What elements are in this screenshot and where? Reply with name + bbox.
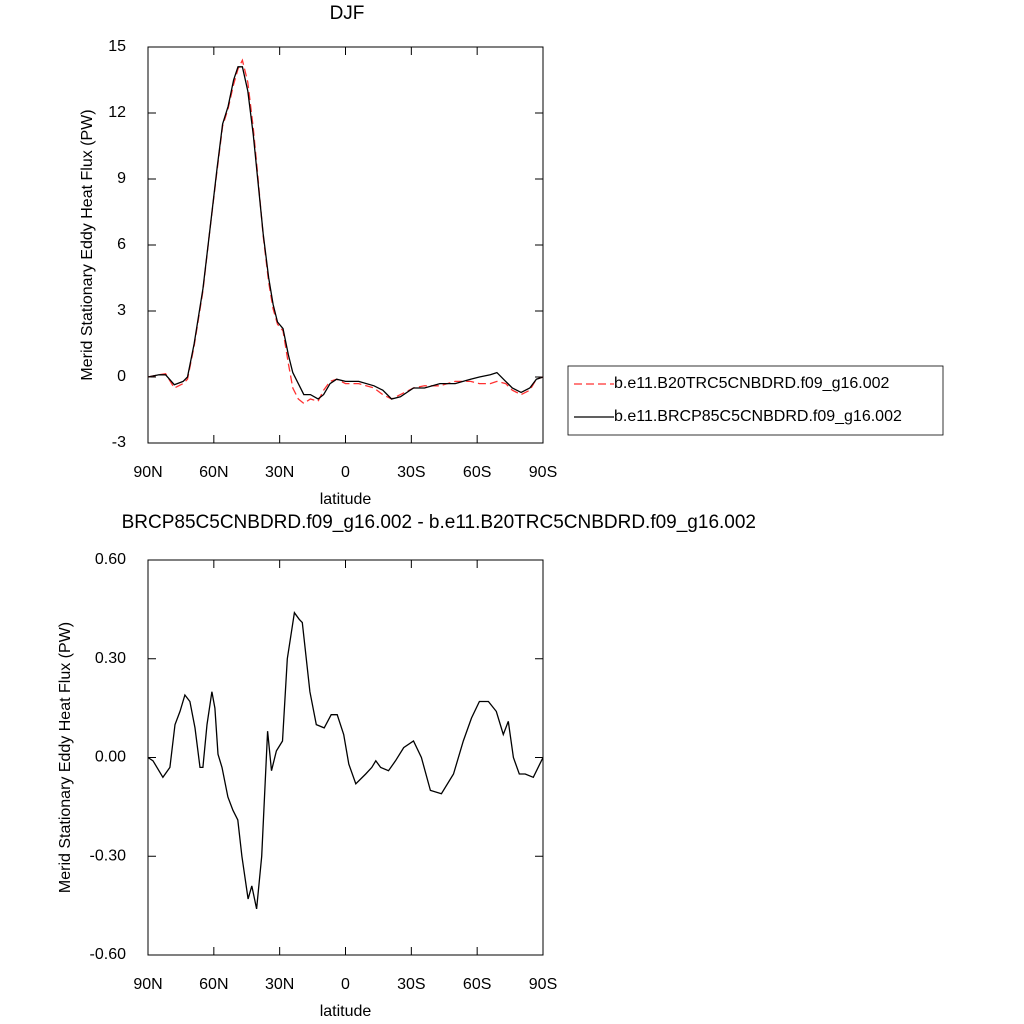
x-tick-label: 0 bbox=[341, 976, 350, 993]
chart-title: DJF bbox=[330, 3, 365, 24]
x-tick-label: 90S bbox=[529, 976, 557, 993]
plot-frame bbox=[147, 559, 544, 956]
y-tick-label: 0.60 bbox=[95, 551, 126, 568]
x-tick-label: 0 bbox=[341, 464, 350, 481]
y-tick-label: 9 bbox=[117, 170, 126, 187]
line-series bbox=[147, 611, 544, 910]
chart-title: BRCP85C5CNBDRD.f09_g16.002 - b.e11.B20TR… bbox=[122, 512, 756, 533]
y-tick-label: -0.60 bbox=[90, 946, 127, 963]
x-tick-label: 60N bbox=[199, 976, 228, 993]
x-tick-label: 30S bbox=[397, 976, 425, 993]
y-tick-label: 6 bbox=[117, 236, 126, 253]
x-tick-label: 60S bbox=[463, 976, 491, 993]
x-axis-label: latitude bbox=[320, 491, 372, 508]
y-tick-label: 0 bbox=[117, 368, 126, 385]
x-tick-label: 60N bbox=[199, 464, 228, 481]
x-axis-label: latitude bbox=[320, 1003, 372, 1020]
y-axis-label: Merid Stationary Eddy Heat Flux (PW) bbox=[57, 622, 74, 893]
x-tick-label: 90N bbox=[133, 976, 162, 993]
x-tick-label: 30N bbox=[265, 976, 294, 993]
y-tick-label: 3 bbox=[117, 302, 126, 319]
x-tick-label: 90N bbox=[133, 464, 162, 481]
line-series bbox=[147, 66, 544, 400]
y-tick-label: -3 bbox=[112, 434, 126, 451]
legend-label: b.e11.BRCP85C5CNBDRD.f09_g16.002 bbox=[614, 408, 902, 425]
x-tick-label: 60S bbox=[463, 464, 491, 481]
y-axis-label: Merid Stationary Eddy Heat Flux (PW) bbox=[79, 109, 96, 380]
x-tick-label: 30N bbox=[265, 464, 294, 481]
y-tick-label: -0.30 bbox=[90, 847, 127, 864]
legend-label: b.e11.B20TRC5CNBDRD.f09_g16.002 bbox=[614, 375, 890, 392]
legend-box bbox=[567, 365, 944, 436]
y-tick-label: 15 bbox=[108, 38, 126, 55]
line-series bbox=[147, 58, 544, 405]
y-tick-label: 0.00 bbox=[95, 749, 126, 766]
x-tick-label: 90S bbox=[529, 464, 557, 481]
y-tick-label: 0.30 bbox=[95, 650, 126, 667]
y-tick-label: 12 bbox=[108, 104, 126, 121]
x-tick-label: 30S bbox=[397, 464, 425, 481]
